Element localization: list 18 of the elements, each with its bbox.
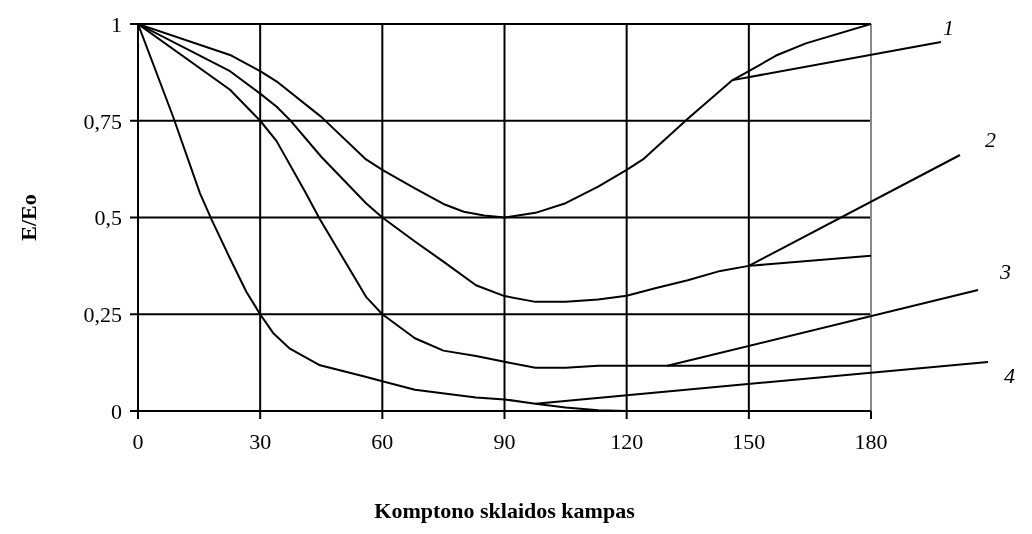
x-tick-label: 90 xyxy=(493,428,516,454)
text: 3 xyxy=(999,259,1011,285)
y-tick-label: 0,5 xyxy=(94,205,122,231)
x-tick-label: 60 xyxy=(371,428,394,454)
x-axis-title: Komptono sklaidos kampas xyxy=(374,498,636,523)
text: 1 xyxy=(943,15,954,41)
y-tick-label: 0,75 xyxy=(83,108,122,134)
y-axis-title: E/Eo xyxy=(15,194,41,241)
x-tick-label: 180 xyxy=(854,428,888,454)
y-tick-label: 0 xyxy=(111,398,122,424)
x-tick-label: 120 xyxy=(610,428,644,454)
x-tick-label: 150 xyxy=(732,428,766,454)
y-tick-label: 0,25 xyxy=(83,302,122,328)
x-tick-label: 0 xyxy=(132,428,144,454)
y-tick-label: 1 xyxy=(111,11,122,37)
text: 4 xyxy=(1004,363,1015,389)
x-tick-label: 30 xyxy=(249,428,272,454)
text: 2 xyxy=(985,127,996,153)
